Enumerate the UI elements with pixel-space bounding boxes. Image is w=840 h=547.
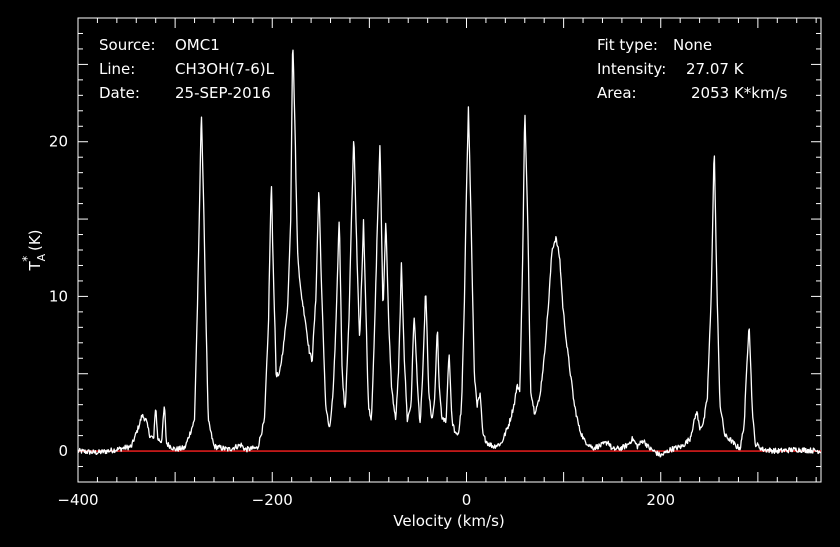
date-value: 25-SEP-2016 bbox=[175, 84, 271, 102]
area-row: Area: 2053 K*km/s bbox=[597, 84, 787, 102]
source-row: Source: OMC1 bbox=[99, 36, 220, 54]
x-tick-label: −200 bbox=[252, 491, 293, 509]
area-value: 2053 K*km/s bbox=[691, 84, 788, 102]
y-tick-label: 0 bbox=[58, 442, 68, 460]
line-key: Line: bbox=[99, 60, 136, 78]
intensity-value: 27.07 K bbox=[686, 60, 744, 78]
y-tick-label: 10 bbox=[49, 287, 68, 305]
x-tick-label: 200 bbox=[646, 491, 675, 509]
intensity-key: Intensity: bbox=[597, 60, 667, 78]
y-tick-label: 20 bbox=[49, 133, 68, 151]
source-value: OMC1 bbox=[175, 36, 220, 54]
date-key: Date: bbox=[99, 84, 140, 102]
fit-type-value: None bbox=[673, 36, 713, 54]
date-row: Date: 25-SEP-2016 bbox=[99, 84, 271, 102]
line-row: Line: CH3OH(7-6)L bbox=[99, 60, 274, 78]
area-key: Area: bbox=[597, 84, 637, 102]
x-tick-label: −400 bbox=[57, 491, 98, 509]
x-axis-label: Velocity (km/s) bbox=[393, 512, 504, 530]
source-key: Source: bbox=[99, 36, 156, 54]
spectrum-line bbox=[77, 49, 821, 458]
fit-type-key: Fit type: bbox=[597, 36, 658, 54]
line-value: CH3OH(7-6)L bbox=[175, 60, 274, 78]
intensity-row: Intensity: 27.07 K bbox=[597, 60, 744, 78]
tick-labels: −400 −200 0 200 0 10 20 bbox=[49, 133, 675, 509]
x-tick-label: 0 bbox=[462, 491, 472, 509]
fit-type-row: Fit type: None bbox=[597, 36, 712, 54]
